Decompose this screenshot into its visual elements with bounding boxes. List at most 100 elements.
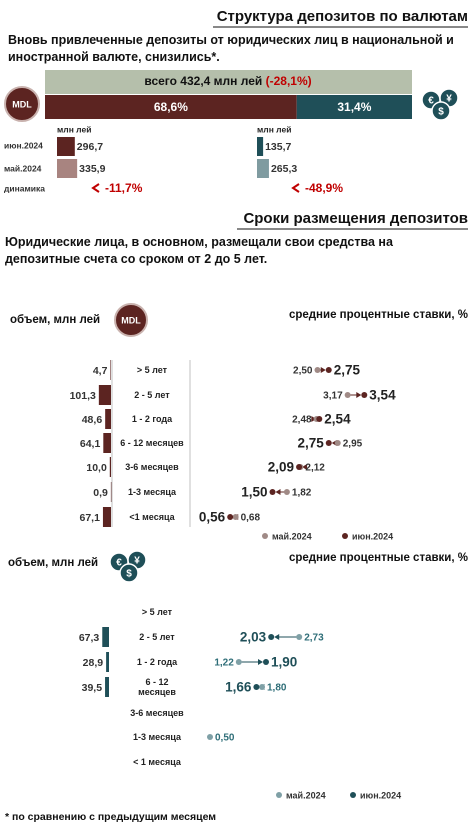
category-label: > 5 лет: [136, 365, 168, 375]
rate-label: 3,54: [369, 388, 396, 403]
unit-label: млн лей: [57, 124, 91, 134]
volume-label: 48,6: [82, 414, 103, 426]
footnote: * по сравнению с предыдущим месяцем: [5, 811, 216, 823]
legend-label: июн.2024: [360, 790, 401, 800]
volume-label: 39,5: [82, 682, 103, 694]
rate-dot: [316, 416, 323, 422]
rate-label: 2,75: [297, 436, 324, 451]
volume-label: 265,3: [271, 163, 297, 175]
volume-axis-label: объем, млн лей: [10, 314, 100, 326]
volume-bar: [110, 482, 112, 502]
legend-label: июн.2024: [352, 531, 393, 541]
volume-bar: [57, 159, 78, 178]
volume-label: 28,9: [83, 657, 104, 669]
volume-bar: [105, 409, 111, 429]
arrow-head: [274, 634, 280, 640]
volume-bar: [57, 137, 75, 156]
volume-bar: [103, 433, 111, 453]
rate-label: 2,95: [343, 439, 363, 450]
share-label: 68,6%: [154, 100, 188, 114]
rate-dot: [314, 367, 321, 373]
rate-dot: [232, 514, 239, 520]
rate-dot: [268, 634, 275, 640]
volume-label: 4,7: [93, 365, 108, 377]
category-label: 3-6 месяцев: [125, 462, 179, 472]
rate-dot: [269, 489, 276, 495]
volume-label: 135,7: [265, 141, 291, 153]
volume-label: 335,9: [79, 163, 105, 175]
rate-label: 2,09: [268, 460, 294, 475]
volume-bar: [98, 385, 111, 405]
svg-text:$: $: [438, 107, 444, 118]
rate-dot: [235, 659, 242, 665]
arrow-head: [275, 489, 281, 495]
rate-dot: [325, 440, 332, 446]
category-label: 1-3 месяца: [128, 487, 176, 497]
mdl-badge: MDL: [114, 303, 148, 337]
legend-label: май.2024: [286, 790, 326, 800]
category-label: > 5 лет: [141, 607, 173, 617]
rate-label: 0,56: [199, 510, 226, 525]
category-label: 1-3 месяца: [133, 732, 181, 742]
share-bar: [296, 95, 412, 119]
share-bar: [45, 95, 297, 119]
change-arrow: [291, 183, 300, 193]
total-label: всего 432,4 млн лей (-28,1%): [144, 74, 311, 88]
rate-label: 1,66: [225, 680, 252, 695]
volume-bar: [109, 457, 111, 477]
badge-text: MDL: [12, 99, 32, 109]
rate-label: 1,22: [214, 658, 234, 669]
rate-label: 0,50: [215, 733, 235, 744]
rate-label: 0,68: [241, 513, 261, 524]
mdl-badge: MDL: [4, 86, 40, 122]
arrow-head: [356, 392, 362, 398]
row-label: май.2024: [4, 163, 42, 173]
svg-text:$: $: [126, 569, 132, 580]
change-label: -11,7%: [105, 181, 143, 195]
legend-label: май.2024: [272, 531, 312, 541]
category-label: 1 - 2 года: [136, 657, 178, 667]
legend-dot: [262, 533, 268, 539]
category-label: 6 - 12 месяцев: [138, 677, 176, 697]
total-text: всего 432,4 млн лей: [144, 74, 262, 88]
rate-label: 1,82: [292, 488, 312, 499]
total-bar: [45, 70, 412, 94]
rate-axis-label: средние процентные ставки, %: [289, 309, 468, 321]
badge-text: MDL: [121, 315, 141, 325]
terms-subtitle: Юридические лица, в основном, размещали …: [5, 235, 393, 266]
share-label: 31,4%: [337, 100, 371, 114]
rate-label: 2,75: [334, 363, 361, 378]
total-change: (-28,1%): [266, 74, 312, 88]
row-label: июн.2024: [4, 140, 43, 150]
rate-dot: [227, 514, 234, 520]
category-label: < 1 месяца: [133, 757, 181, 767]
volume-label: 64,1: [80, 438, 101, 450]
rate-dot: [263, 659, 269, 665]
legend-dot: [276, 792, 282, 798]
fx-icon: € ¥ $: [109, 550, 147, 583]
volume-bar: [102, 627, 109, 647]
legend-dot: [342, 533, 348, 539]
rate-dot: [259, 684, 265, 690]
rate-label: 2,03: [240, 630, 267, 645]
volume-label: 67,3: [79, 632, 100, 644]
unit-label: млн лей: [257, 124, 291, 134]
svg-text:€: €: [428, 96, 434, 107]
fx-icon: € ¥ $: [421, 88, 459, 121]
arrow-head: [258, 659, 263, 665]
category-label: 3-6 месяцев: [130, 708, 184, 718]
terms-title: Сроки размещения депозитов: [243, 210, 468, 227]
rate-dot: [296, 634, 303, 640]
rate-axis-label: средние процентные ставки, %: [289, 552, 468, 564]
rate-dot: [361, 392, 368, 398]
volume-label: 67,1: [80, 512, 101, 524]
rate-label: 2,73: [304, 633, 324, 644]
category-label: 1 - 2 года: [131, 414, 173, 424]
volume-axis-label: объем, млн лей: [8, 557, 98, 569]
category-label: 6 - 12 месяцев: [120, 438, 184, 448]
category-label: 2 - 5 лет: [139, 632, 175, 642]
volume-bar: [106, 652, 109, 672]
rate-label: 2,12: [305, 463, 325, 474]
volume-bar: [110, 360, 111, 380]
